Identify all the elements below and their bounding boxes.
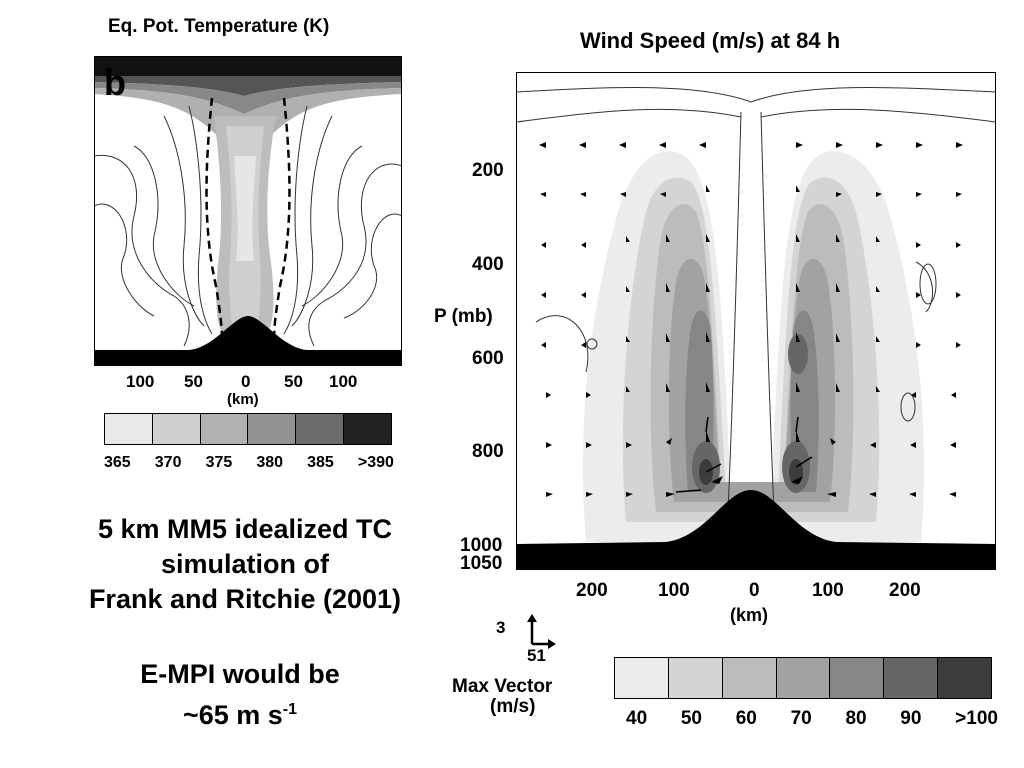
- right-x-tick: 200: [576, 580, 608, 601]
- legend-swatch: [248, 414, 297, 444]
- caption-line: 5 km MM5 idealized TC: [97, 514, 393, 544]
- legend-label: >390: [357, 454, 394, 471]
- wind-speed-plot: [516, 72, 996, 570]
- right-y-tick: 1050: [460, 553, 503, 574]
- panel-label: b: [104, 62, 126, 103]
- legend-label: 70: [790, 708, 812, 729]
- caption-line: simulation of: [161, 549, 329, 579]
- left-x-tick: 0: [241, 372, 251, 391]
- legend-label: 90: [900, 708, 922, 729]
- right-x-tick: 100: [658, 580, 690, 601]
- wind-vector-arrows: [539, 142, 963, 497]
- caption-line: Frank and Ritchie (2001): [88, 584, 402, 614]
- right-y-tick: 1000: [460, 535, 503, 556]
- vector-key-unit: (m/s): [490, 696, 536, 717]
- right-color-legend: [614, 657, 992, 699]
- legend-swatch: [884, 658, 939, 698]
- left-color-legend: [104, 413, 392, 445]
- left-x-tick: 50: [184, 372, 203, 391]
- mpi-note: E-MPI would be ~65 m s-1: [20, 656, 460, 733]
- legend-swatch: [344, 414, 391, 444]
- legend-label: 385: [307, 454, 334, 471]
- left-x-tick: 50: [284, 372, 303, 391]
- legend-label: 380: [256, 454, 284, 471]
- vector-key-vertical-value: 3: [496, 618, 506, 637]
- legend-label: 50: [680, 708, 702, 729]
- mpi-exponent: -1: [282, 701, 298, 718]
- legend-label: 375: [205, 454, 233, 471]
- mpi-line: ~65 m s-1: [20, 692, 460, 733]
- left-panel-title: Eq. Pot. Temperature (K): [108, 16, 330, 37]
- right-panel-title: Wind Speed (m/s) at 84 h: [580, 28, 841, 53]
- vector-key-label: Max Vector: [452, 676, 553, 697]
- left-legend-labels: 365 370 375 380 385 >390: [104, 454, 394, 472]
- mpi-line: E-MPI would be: [140, 659, 340, 689]
- legend-swatch: [668, 658, 723, 698]
- legend-swatch: [776, 658, 831, 698]
- legend-label: 365: [104, 454, 131, 471]
- equivalent-potential-temperature-plot: [94, 56, 402, 366]
- right-x-tick: 200: [889, 580, 921, 601]
- right-y-tick: 600: [472, 348, 504, 369]
- left-x-tick: 100: [329, 372, 358, 391]
- right-x-unit: (km): [730, 605, 769, 625]
- legend-swatch: [200, 414, 249, 444]
- legend-label: 80: [845, 708, 867, 729]
- right-x-tick: 100: [812, 580, 844, 601]
- left-x-tick: 100: [126, 372, 155, 391]
- legend-swatch: [938, 658, 992, 698]
- legend-swatch: [152, 414, 201, 444]
- right-y-tick: 200: [472, 160, 504, 181]
- caption-block: 5 km MM5 idealized TC simulation of Fran…: [10, 512, 480, 617]
- left-x-unit: (km): [227, 391, 259, 408]
- legend-swatch: [830, 658, 885, 698]
- right-x-tick: 0: [749, 580, 760, 601]
- legend-label: >100: [955, 708, 998, 729]
- legend-label: 370: [154, 454, 182, 471]
- legend-swatch: [722, 658, 777, 698]
- mpi-value: ~65 m s: [182, 700, 283, 730]
- right-legend-labels: 40 50 60 70 80 90 >100: [626, 708, 998, 730]
- legend-label: 60: [735, 708, 757, 729]
- vector-key-horizontal-value: 51: [527, 646, 546, 665]
- right-y-tick: 400: [472, 254, 504, 275]
- legend-swatch: [105, 414, 153, 444]
- legend-label: 40: [626, 708, 648, 729]
- legend-swatch: [615, 658, 669, 698]
- legend-swatch: [296, 414, 345, 444]
- right-y-axis-label: P (mb): [434, 306, 493, 327]
- vector-key-arrow-icon: [527, 614, 556, 649]
- right-y-tick: 800: [472, 441, 504, 462]
